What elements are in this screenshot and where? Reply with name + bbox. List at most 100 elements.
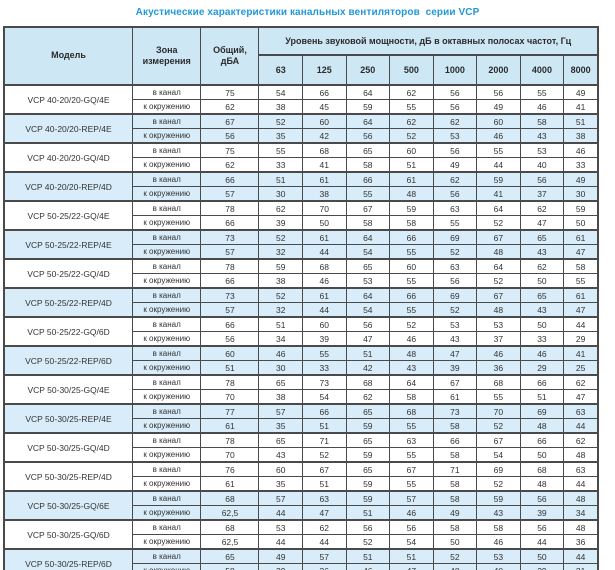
octave-band-level-cell: 44 [563,418,599,434]
octave-band-level-cell: 50 [432,534,478,550]
measurement-zone-cell: к окружению [132,505,202,521]
total-dba-cell: 66 [200,171,260,187]
octave-band-level-cell: 47 [302,505,347,521]
total-dba-cell: 56 [200,331,260,347]
octave-band-level-cell: 53 [432,128,478,144]
octave-band-level-cell: 30 [563,186,599,202]
octave-band-level-cell: 68 [519,461,565,477]
total-dba-cell: 56 [200,128,260,144]
table-row: VCP 50-25/22-GQ/4E в канал 78 62 70 67 59 63 64 6… [3,200,599,231]
octave-band-level-cell: 55 [476,142,521,158]
measurement-zone-cell: к окружению [132,476,202,492]
octave-band-level-cell: 41 [563,345,599,361]
octave-band-level-cell: 58 [345,215,391,231]
octave-band-level-cell: 51 [258,171,304,187]
octave-band-level-cell: 73 [302,374,347,390]
octave-band-level-cell: 50 [519,548,565,564]
octave-band-level-cell: 55 [563,273,599,289]
model-name-cell: VCP 50-30/25-GQ/6D [3,519,134,550]
octave-band-level-cell: 59 [345,490,391,506]
model-name-cell: VCP 50-30/25-GQ/4D [3,432,134,463]
octave-band-level-cell: 57 [389,490,434,506]
octave-band-level-cell: 65 [345,403,391,419]
octave-band-level-cell: 49 [476,99,521,115]
octave-band-level-cell: 55 [389,476,434,492]
octave-band-level-cell: 69 [432,287,478,303]
octave-band-level-cell: 55 [519,84,565,100]
octave-band-level-cell: 60 [389,258,434,274]
measurement-zone-cell: в канал [132,548,202,564]
model-name-cell: VCP 50-30/25-GQ/4E [3,374,134,405]
octave-band-level-cell: 49 [432,157,478,173]
table-row: VCP 50-30/25-GQ/4D в канал 78 65 71 65 63 66 67 6… [3,432,599,463]
octave-band-level-cell: 69 [476,461,521,477]
table-row: к окружению 66 38 46 53 55 56 52 50 55 [4,273,599,289]
octave-band-level-cell: 59 [345,447,391,463]
octave-band-level-cell: 48 [389,186,434,202]
octave-band-level-cell: 64 [389,374,434,390]
octave-band-level-cell: 42 [302,128,347,144]
table-row: к окружению 66 39 50 58 58 55 52 47 50 [4,215,599,231]
octave-band-level-cell: 49 [432,505,478,521]
octave-band-level-cell: 58 [563,258,599,274]
table-row: к окружению583936464748403931 [4,563,599,570]
octave-band-level-cell: 39 [519,563,565,570]
total-dba-cell: 78 [200,200,260,216]
octave-band-level-cell: 53 [345,273,391,289]
octave-band-level-cell: 61 [302,229,347,245]
octave-band-level-cell: 31 [563,563,599,570]
octave-band-level-cell: 62 [432,171,478,187]
octave-band-level-cell: 66 [302,84,347,100]
octave-band-level-cell: 42 [345,360,391,376]
octave-band-level-cell: 51 [302,418,347,434]
octave-band-level-cell: 33 [258,157,304,173]
octave-band-level-cell: 61 [563,229,599,245]
octave-band-level-cell: 62 [563,432,599,448]
measurement-zone-cell: к окружению [132,447,202,463]
octave-band-level-cell: 52 [476,273,521,289]
table-body: VCP 40-20/20-GQ/4E в канал 75 54 66 64 62 56 56 5… [3,84,599,570]
column-header-frequency: 4000 [519,54,565,86]
octave-band-level-cell: 52 [432,548,478,564]
total-dba-cell: 78 [200,432,260,448]
measurement-zone-cell: в канал [132,461,202,477]
octave-band-level-cell: 55 [302,345,347,361]
octave-band-level-cell: 50 [563,215,599,231]
table-row: VCP 50-30/25-REP/6D в канал 65 49 57 51 51 52 53… [3,548,599,570]
octave-band-level-cell: 25 [563,360,599,376]
measurement-zone-cell: к окружению [132,563,202,570]
octave-band-level-cell: 55 [476,389,521,405]
table-row: к окружению 62,5 44 44 52 54 50 46 44 36 [4,534,599,550]
octave-band-level-cell: 61 [563,287,599,303]
octave-band-level-cell: 43 [258,447,304,463]
table-row: к окружению 57 30 38 55 48 56 41 37 30 [4,186,599,202]
octave-band-level-cell: 59 [345,99,391,115]
model-name-cell: VCP 50-25/22-REP/6D [3,345,134,376]
measurement-zone-cell: к окружению [132,534,202,550]
octave-band-level-cell: 43 [519,244,565,260]
table-row: VCP 40-20/20-GQ/4E в канал 75 54 66 64 62 56 56 5… [3,84,599,115]
octave-band-level-cell: 43 [519,128,565,144]
octave-band-level-cell: 39 [258,563,304,570]
table-row: VCP 50-30/25-GQ/6D в канал 68 53 62 56 56 58 58 5… [3,519,599,550]
octave-band-level-cell: 59 [389,200,434,216]
measurement-zone-cell: в канал [132,374,202,390]
octave-band-level-cell: 65 [519,229,565,245]
octave-band-level-cell: 63 [563,403,599,419]
model-name-cell: VCP 50-25/22-REP/4E [3,229,134,260]
octave-band-level-cell: 58 [432,476,478,492]
octave-band-level-cell: 56 [432,273,478,289]
octave-band-level-cell: 63 [432,258,478,274]
octave-band-level-cell: 52 [302,447,347,463]
octave-band-level-cell: 56 [519,519,565,535]
table-row: к окружению 61 35 51 59 55 58 52 48 44 [4,418,599,434]
octave-band-level-cell: 62 [563,374,599,390]
total-dba-cell: 78 [200,374,260,390]
measurement-zone-cell: в канал [132,316,202,332]
octave-band-level-cell: 52 [432,244,478,260]
octave-band-level-cell: 44 [563,476,599,492]
model-name-cell: VCP 40-20/20-REP/4E [3,113,134,144]
octave-band-level-cell: 65 [258,432,304,448]
octave-band-level-cell: 55 [432,215,478,231]
octave-band-level-cell: 54 [389,534,434,550]
